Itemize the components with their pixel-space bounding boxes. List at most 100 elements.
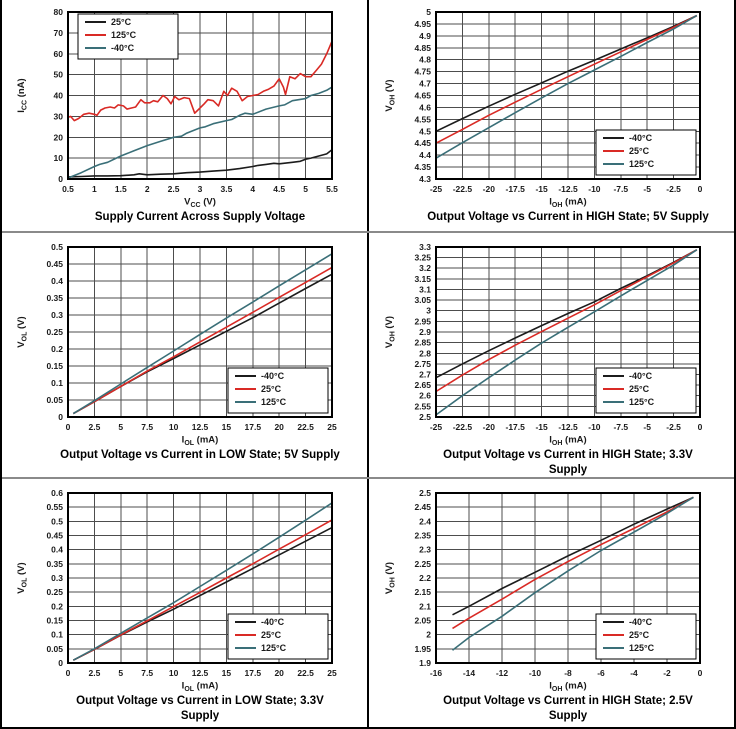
- svg-text:-12.5: -12.5: [558, 422, 578, 432]
- y-axis-label: VOH (V): [384, 79, 397, 111]
- svg-text:7.5: 7.5: [141, 422, 153, 432]
- legend-label: 25°C: [629, 630, 650, 640]
- svg-text:2.1: 2.1: [419, 601, 431, 611]
- svg-text:3.1: 3.1: [419, 285, 431, 295]
- chart-panel-voh-2v5: -16 -14 -12 -10 -8 -6 -4 -2 0 2.5 2.45 2.4 2.35 2.3 2.…: [372, 483, 732, 725]
- series-line: [72, 502, 333, 661]
- svg-text:2.2: 2.2: [419, 573, 431, 583]
- svg-text:0.35: 0.35: [46, 559, 63, 569]
- legend-label: 25°C: [261, 630, 282, 640]
- svg-text:10: 10: [54, 153, 64, 163]
- series-lines: [452, 496, 694, 651]
- svg-text:2.5: 2.5: [88, 668, 100, 678]
- row-divider-1: [2, 231, 734, 233]
- x-axis-label: IOH (mA): [549, 197, 586, 208]
- chart-panel-vol-5v: 0 2.5 5 7.5 10 12.5 15 17.5 20 22.5 25 0.5 0.45 0.4 0.…: [4, 237, 364, 475]
- svg-text:80: 80: [54, 7, 64, 17]
- svg-text:4.55: 4.55: [414, 114, 431, 124]
- series-line: [72, 266, 333, 415]
- svg-text:2.7: 2.7: [419, 370, 431, 380]
- svg-text:3.05: 3.05: [414, 295, 431, 305]
- series-lines: [72, 253, 333, 415]
- svg-text:2.6: 2.6: [419, 391, 431, 401]
- row-divider-2: [2, 477, 734, 479]
- svg-text:0.45: 0.45: [46, 531, 63, 541]
- svg-text:4.35: 4.35: [414, 162, 431, 172]
- svg-text:0: 0: [66, 422, 71, 432]
- svg-text:4.3: 4.3: [419, 174, 431, 184]
- svg-text:70: 70: [54, 28, 64, 38]
- svg-text:2.95: 2.95: [414, 316, 431, 326]
- svg-text:0: 0: [58, 174, 63, 184]
- svg-text:2.5: 2.5: [168, 184, 180, 194]
- axis-tick-labels: -25 -22.5 -20 -17.5 -15 -12.5 -10 -7.5 -5 -2.5 0 3.…: [414, 242, 702, 432]
- svg-text:0.15: 0.15: [46, 361, 63, 371]
- plot-frame: [435, 11, 701, 180]
- svg-text:-7.5: -7.5: [613, 184, 628, 194]
- svg-text:0.4: 0.4: [51, 545, 63, 555]
- svg-text:4.95: 4.95: [414, 19, 431, 29]
- plot-frame: [67, 492, 333, 664]
- legend-label: -40°C: [629, 371, 653, 381]
- svg-text:-2: -2: [663, 668, 671, 678]
- legend-label: -40°C: [111, 43, 135, 53]
- svg-text:0.25: 0.25: [46, 587, 63, 597]
- chart-title: Output Voltage vs Current in LOW State; …: [60, 449, 340, 461]
- series-lines: [435, 14, 698, 159]
- voh-5v-chart: -25 -22.5 -20 -17.5 -15 -12.5 -10 -7.5 -5 -2.5 0 5 4…: [384, 7, 703, 208]
- svg-text:17.5: 17.5: [245, 422, 262, 432]
- svg-text:10: 10: [169, 668, 179, 678]
- y-axis-label: ICC (nA): [16, 78, 29, 112]
- svg-text:25: 25: [327, 668, 337, 678]
- svg-text:2.05: 2.05: [414, 616, 431, 626]
- svg-text:2.85: 2.85: [414, 338, 431, 348]
- svg-text:-2.5: -2.5: [666, 422, 681, 432]
- x-axis-label: IOH (mA): [549, 435, 586, 446]
- svg-text:5: 5: [118, 668, 123, 678]
- svg-text:20: 20: [54, 132, 64, 142]
- axis-tick-labels: -25 -22.5 -20 -17.5 -15 -12.5 -10 -7.5 -5 -2.5 0 5 4…: [414, 7, 702, 194]
- legend-label: 25°C: [261, 384, 282, 394]
- y-axis-label: VOH (V): [384, 316, 397, 348]
- axis-tick-labels: -16 -14 -12 -10 -8 -6 -4 -2 0 2.5 2.45 2.4 2.35 2.3 2.…: [414, 488, 702, 678]
- series-lines: [435, 249, 698, 416]
- legend-label: -40°C: [261, 371, 285, 381]
- svg-text:4.5: 4.5: [419, 126, 431, 136]
- legend-label: 25°C: [629, 384, 650, 394]
- svg-text:-15: -15: [535, 184, 548, 194]
- svg-text:0.5: 0.5: [62, 184, 74, 194]
- svg-text:3.15: 3.15: [414, 274, 431, 284]
- svg-text:60: 60: [54, 49, 64, 59]
- svg-text:-10: -10: [529, 668, 542, 678]
- svg-text:2.5: 2.5: [88, 422, 100, 432]
- y-axis-label: VOL (V): [16, 316, 29, 347]
- legend-label: 125°C: [629, 159, 655, 169]
- series-line: [435, 249, 698, 379]
- plot-frame: [67, 246, 333, 418]
- svg-text:40: 40: [54, 91, 64, 101]
- svg-text:-10: -10: [588, 422, 601, 432]
- plot-frame: [67, 11, 333, 180]
- svg-text:5: 5: [426, 7, 431, 17]
- svg-text:17.5: 17.5: [245, 668, 262, 678]
- svg-text:3: 3: [198, 184, 203, 194]
- legend-label: 25°C: [111, 17, 132, 27]
- series-line: [452, 496, 694, 616]
- series-lines: [67, 40, 333, 179]
- svg-text:-12.5: -12.5: [558, 184, 578, 194]
- svg-text:3.2: 3.2: [419, 263, 431, 273]
- series-line: [452, 496, 694, 651]
- svg-text:2.3: 2.3: [419, 545, 431, 555]
- svg-text:0.15: 0.15: [46, 616, 63, 626]
- series-line: [435, 249, 698, 393]
- svg-text:-14: -14: [463, 668, 476, 678]
- svg-text:-2.5: -2.5: [666, 184, 681, 194]
- chart-panel-voh-3v3: -25 -22.5 -20 -17.5 -15 -12.5 -10 -7.5 -5 -2.5 0 3.…: [372, 237, 732, 476]
- legend: -40°C 25°C 125°C: [595, 367, 697, 414]
- svg-text:-17.5: -17.5: [506, 422, 526, 432]
- svg-text:20: 20: [274, 668, 284, 678]
- legend-label: 125°C: [629, 397, 655, 407]
- legend-label: -40°C: [629, 133, 653, 143]
- legend-label: 125°C: [261, 643, 287, 653]
